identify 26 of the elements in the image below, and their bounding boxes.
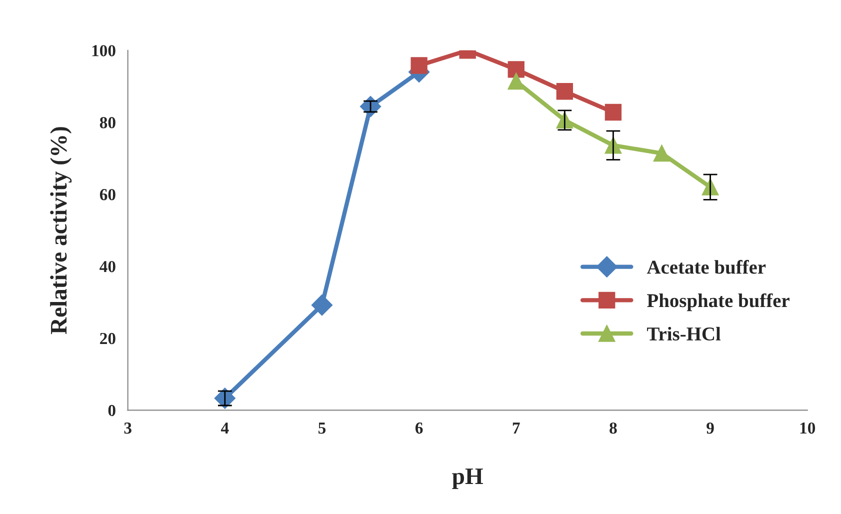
point — [604, 104, 622, 121]
x-tick-label: 3 — [124, 422, 132, 434]
x-tick-label: 7 — [512, 422, 520, 434]
x-tick-label: 4 — [220, 422, 229, 434]
y-tick-label: 20 — [100, 332, 116, 344]
x-tick-label: 6 — [415, 422, 423, 434]
y-tick-label: 60 — [100, 188, 116, 200]
point — [508, 72, 524, 90]
x-axis-title: pH — [452, 468, 483, 490]
y-axis-title: Relative activity (%) — [50, 127, 72, 334]
y-tick-label: 40 — [100, 260, 116, 272]
legend-label: Phosphate buffer — [647, 293, 790, 312]
legend-label: Tris-HCl — [647, 326, 721, 341]
x-tick-label: 9 — [706, 422, 714, 434]
y-tick-label: 80 — [100, 117, 116, 128]
x-tick-label: 5 — [318, 422, 326, 434]
x-tick-label: 10 — [800, 422, 816, 434]
y-tick-label: 0 — [108, 404, 116, 416]
point — [653, 144, 670, 162]
y-tick-label: 100 — [92, 45, 116, 56]
legend-label: Acetate buffer — [646, 260, 766, 274]
point — [311, 294, 332, 316]
point — [508, 61, 524, 78]
point — [410, 57, 428, 74]
point — [556, 83, 574, 100]
x-tick-label: 8 — [610, 422, 617, 434]
